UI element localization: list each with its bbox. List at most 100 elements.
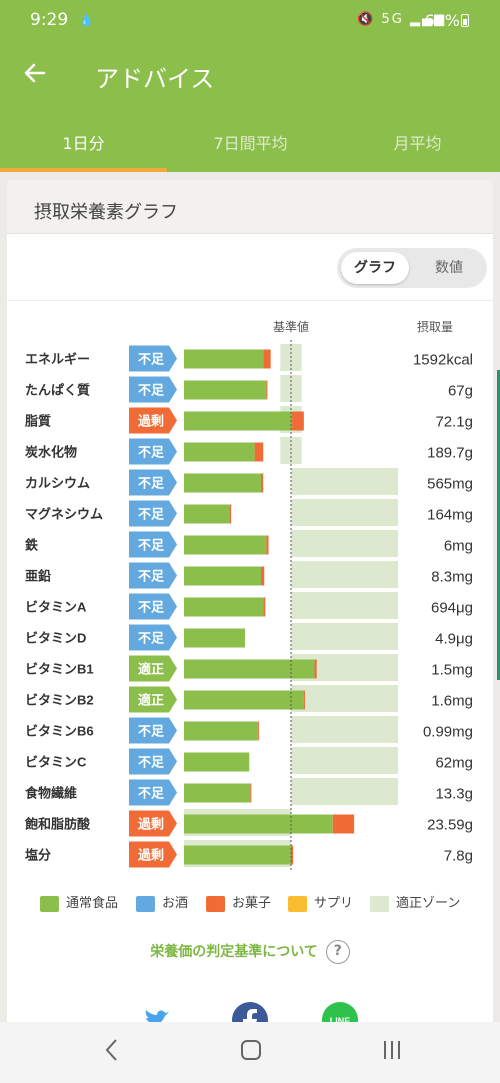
nutrient-name: ビタミンB1 [25, 662, 94, 677]
intake-value: 565mg [427, 476, 473, 493]
intake-value: 4.9μg [435, 631, 473, 648]
proper-zone-band [291, 561, 398, 588]
intake-header: 摂取量 [417, 319, 453, 334]
normal-food-bar [184, 721, 258, 741]
view-toggle: グラフ 数値 [337, 248, 487, 288]
legend-swatch [136, 895, 155, 912]
normal-food-bar [184, 473, 262, 493]
page-title: アドバイス [95, 65, 215, 93]
status-badge [129, 779, 177, 806]
normal-food-bar [184, 380, 267, 400]
status-badge-label: 過剰 [137, 848, 164, 863]
toggle-graph-button[interactable]: グラフ [341, 252, 409, 284]
card-title: 摂取栄養素グラフ [7, 180, 493, 234]
legend-label: お菓子 [232, 896, 272, 911]
criteria-link[interactable]: 栄養価の判定基準について? [7, 940, 493, 964]
legend-label: 適正ゾーン [396, 896, 461, 911]
twitter-share-button[interactable] [139, 1002, 175, 1038]
snack-bar [250, 783, 252, 803]
tab-daily[interactable]: 1日分 [62, 134, 105, 153]
status-badge [129, 841, 177, 868]
status-badge-label: 不足 [138, 631, 165, 646]
proper-zone-band [291, 468, 398, 495]
nutrient-name: 食物繊維 [25, 786, 77, 801]
active-tab-indicator [0, 168, 167, 172]
normal-food-bar [184, 411, 293, 431]
intake-value: 67g [448, 383, 473, 400]
toggle-numbers-button[interactable]: 数値 [435, 260, 463, 276]
tab-monthly-average[interactable]: 月平均 [393, 134, 442, 153]
legend-swatch [288, 895, 307, 912]
status-badge [129, 593, 177, 620]
signal-icon: ▂▄▆ [410, 12, 446, 27]
battery-icon [461, 14, 469, 27]
normal-food-bar [184, 783, 251, 803]
intake-value: 72.1g [435, 414, 473, 431]
line-icon: LINE [330, 1016, 351, 1026]
normal-food-bar [184, 349, 264, 369]
status-badge [129, 624, 177, 651]
legend-label: 通常食品 [66, 896, 119, 911]
normal-food-bar [184, 659, 315, 679]
status-badge [129, 717, 177, 744]
tab-7day-average[interactable]: 7日間平均 [213, 134, 288, 153]
status-badge-label: 不足 [138, 352, 165, 367]
drop-icon: 💧 [79, 13, 94, 27]
proper-zone-band [291, 716, 398, 743]
snack-bar [266, 380, 268, 400]
snack-bar [291, 845, 294, 865]
normal-food-bar [184, 597, 264, 617]
snack-bar [266, 535, 269, 555]
nutrient-name: エネルギー [25, 352, 90, 367]
normal-food-bar [184, 504, 231, 524]
criteria-link-text[interactable]: 栄養価の判定基準について [150, 944, 318, 960]
status-badge-label: 不足 [138, 507, 165, 522]
proper-zone-band [291, 778, 398, 805]
snack-bar [263, 349, 271, 369]
status-badge-label: 不足 [138, 755, 165, 770]
legend-swatch [40, 895, 59, 912]
mute-icon: 🔇 [357, 12, 376, 27]
nutrient-graph-card: 摂取栄養素グラフ グラフ 数値 基準値 摂取量 エネルギー 不足 1592kcal たんぱ… [7, 180, 493, 1040]
divider [7, 300, 493, 301]
nav-recents-icon[interactable] [372, 1036, 412, 1068]
intake-value: 1592kcal [413, 352, 473, 369]
nav-back-icon[interactable] [92, 1036, 132, 1068]
status-badge-label: 適正 [138, 662, 164, 677]
intake-value: 8.3mg [431, 569, 473, 586]
nav-home-icon[interactable] [231, 1036, 271, 1068]
status-badge-label: 不足 [138, 383, 165, 398]
status-badge [129, 376, 177, 403]
legend-swatch [206, 895, 225, 912]
nutrient-name: ビタミンD [25, 631, 86, 646]
legend-item: 適正ゾーン [370, 892, 460, 912]
intake-value: 1.6mg [431, 693, 473, 710]
normal-food-bar [184, 845, 291, 865]
status-badge [129, 748, 177, 775]
nutrient-name: 塩分 [25, 848, 51, 863]
status-badge-label: 不足 [138, 445, 165, 460]
scrollbar[interactable] [497, 370, 500, 680]
legend-item: 通常食品 [40, 892, 118, 912]
snack-bar [292, 411, 304, 431]
status-badge-label: 不足 [138, 569, 165, 584]
proper-zone-band [291, 530, 398, 557]
status-badge-label: 不足 [138, 476, 165, 491]
normal-food-bar [184, 752, 250, 772]
twitter-icon [144, 1010, 169, 1026]
intake-value: 694μg [431, 600, 473, 617]
status-badge [129, 686, 177, 713]
normal-food-bar [184, 628, 245, 648]
status-badge [129, 810, 177, 837]
snack-bar [314, 659, 317, 679]
legend-item: お菓子 [206, 892, 271, 912]
status-badge [129, 655, 177, 682]
normal-food-bar [184, 566, 262, 586]
back-arrow-icon[interactable] [22, 60, 52, 90]
nutrient-name: ビタミンB2 [25, 693, 94, 708]
help-icon[interactable]: ? [325, 940, 350, 964]
status-badge [129, 562, 177, 589]
status-bar: 9:29 💧 🔇 5G ▂▄▆ 66% [0, 0, 500, 40]
normal-food-bar [184, 814, 333, 834]
